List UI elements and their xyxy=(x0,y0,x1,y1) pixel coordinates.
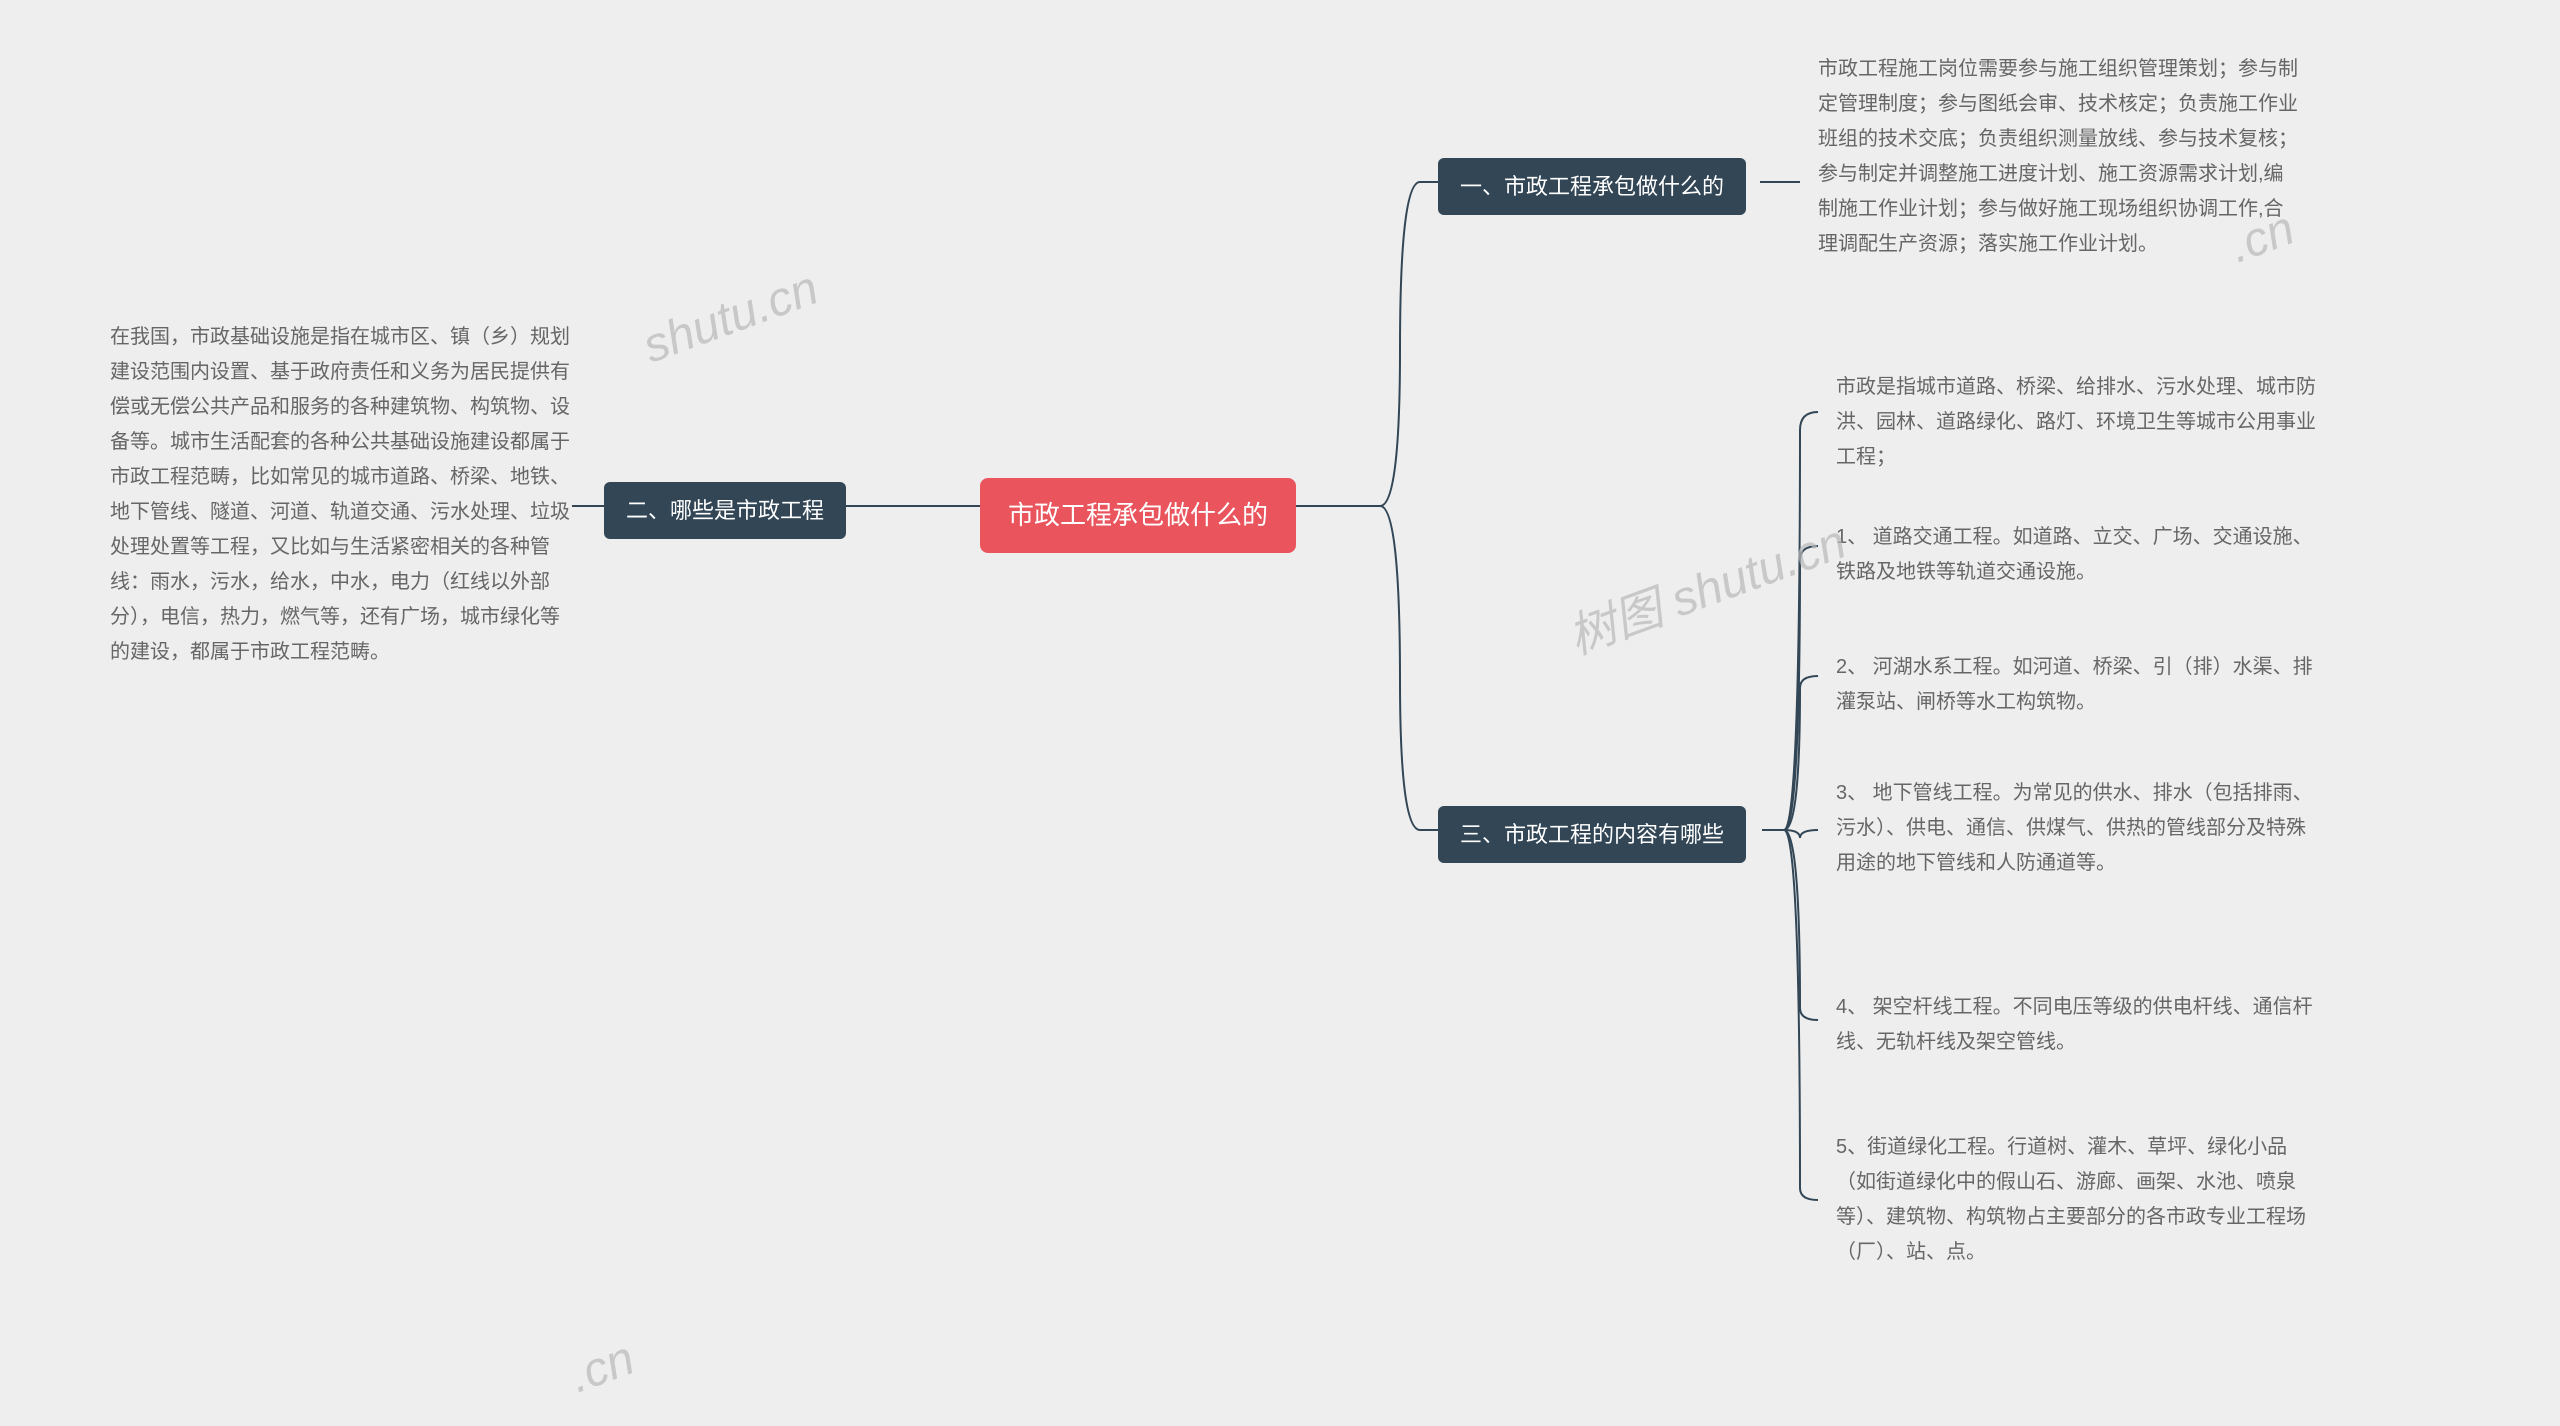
watermark: 树图 shutu.cn xyxy=(1557,502,1854,667)
watermark: shutu.cn xyxy=(636,261,825,375)
leaf-node-b1: 市政工程施工岗位需要参与施工组织管理策划；参与制定管理制度；参与图纸会审、技术核… xyxy=(1818,52,2298,262)
watermark: .cn xyxy=(563,1331,642,1405)
leaf-node-b3-3: 2、 河湖水系工程。如河道、桥梁、引（排）水渠、排灌泵站、闸桥等水工构筑物。 xyxy=(1836,650,2316,720)
leaf-node-b2: 在我国，市政基础设施是指在城市区、镇（乡）规划建设范围内设置、基于政府责任和义务… xyxy=(110,320,572,670)
branch-node-3[interactable]: 三、市政工程的内容有哪些 xyxy=(1438,806,1746,863)
branch-node-1[interactable]: 一、市政工程承包做什么的 xyxy=(1438,158,1746,215)
leaf-node-b3-5: 4、 架空杆线工程。不同电压等级的供电杆线、通信杆线、无轨杆线及架空管线。 xyxy=(1836,990,2316,1060)
branch-node-2[interactable]: 二、哪些是市政工程 xyxy=(604,482,846,539)
leaf-node-b3-1: 市政是指城市道路、桥梁、给排水、污水处理、城市防洪、园林、道路绿化、路灯、环境卫… xyxy=(1836,370,2316,475)
leaf-node-b3-2: 1、 道路交通工程。如道路、立交、广场、交通设施、铁路及地铁等轨道交通设施。 xyxy=(1836,520,2316,590)
leaf-node-b3-4: 3、 地下管线工程。为常见的供水、排水（包括排雨、污水）、供电、通信、供煤气、供… xyxy=(1836,776,2316,881)
root-node[interactable]: 市政工程承包做什么的 xyxy=(980,478,1296,553)
leaf-node-b3-6: 5、街道绿化工程。行道树、灌木、草坪、绿化小品（如街道绿化中的假山石、游廊、画架… xyxy=(1836,1130,2316,1270)
